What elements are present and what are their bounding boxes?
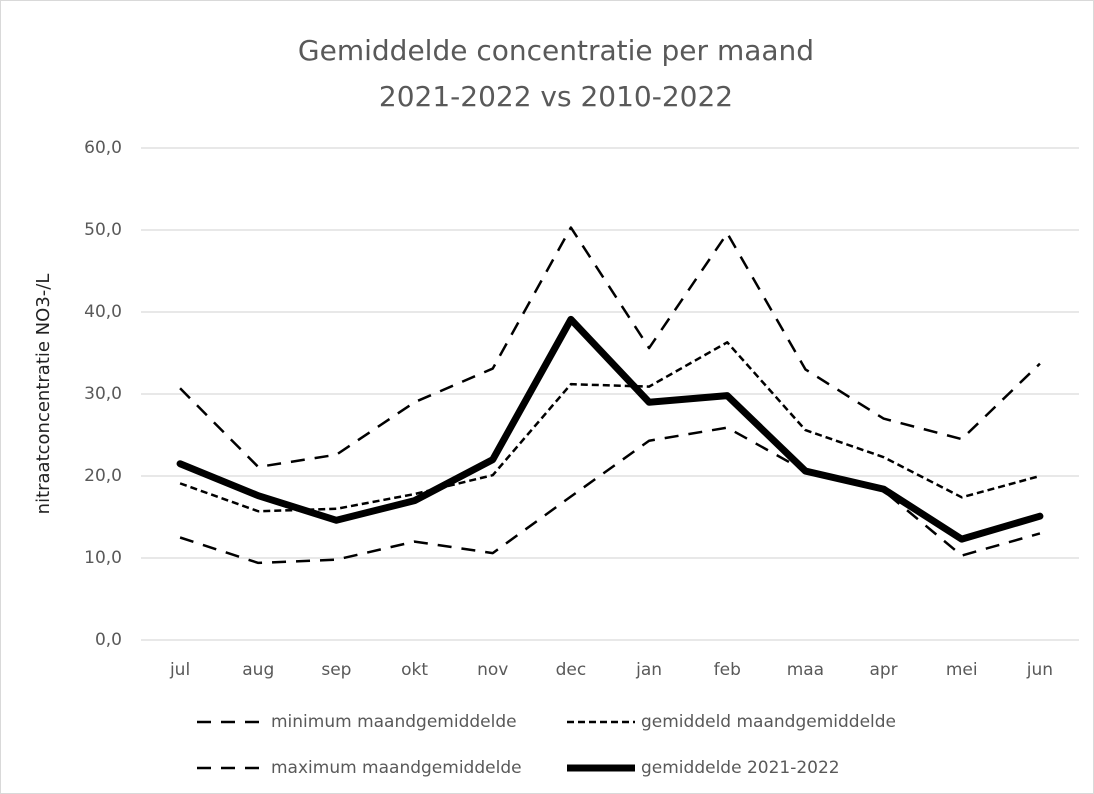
x-tick-label: maa bbox=[787, 660, 824, 680]
y-tick-label: 40,0 bbox=[84, 302, 122, 322]
legend-label: maximum maandgemiddelde bbox=[271, 758, 522, 778]
y-tick-label: 60,0 bbox=[84, 138, 122, 158]
x-tick-label: dec bbox=[556, 660, 587, 680]
data-line bbox=[179, 226, 1041, 469]
y-tick-label: 20,0 bbox=[84, 466, 122, 486]
x-tick-label: nov bbox=[477, 660, 508, 680]
x-tick-label: sep bbox=[321, 660, 351, 680]
y-tick-label: 30,0 bbox=[84, 384, 122, 404]
x-tick-label: mei bbox=[946, 660, 978, 680]
chart-subtitle: 2021-2022 vs 2010-2022 bbox=[379, 80, 733, 113]
y-tick-label: 10,0 bbox=[84, 548, 122, 568]
legend-label: gemiddelde 2021-2022 bbox=[641, 758, 840, 778]
x-tick-label: aug bbox=[242, 660, 274, 680]
x-tick-label: jun bbox=[1026, 660, 1053, 680]
data-line bbox=[179, 341, 1041, 513]
x-tick-label: jan bbox=[635, 660, 662, 680]
legend-label: gemiddeld maandgemiddelde bbox=[641, 712, 896, 732]
data-line bbox=[176, 315, 1044, 543]
y-tick-label: 50,0 bbox=[84, 220, 122, 240]
chart-title: Gemiddelde concentratie per maand bbox=[298, 34, 814, 67]
x-tick-label: okt bbox=[401, 660, 428, 680]
x-tick-label: jul bbox=[169, 660, 190, 680]
legend-label: minimum maandgemiddelde bbox=[271, 712, 517, 732]
y-axis-label: nitraatconcentratie NO3-/L bbox=[33, 274, 54, 515]
y-tick-label: 0,0 bbox=[95, 630, 122, 650]
x-tick-label: feb bbox=[714, 660, 741, 680]
x-tick-label: apr bbox=[869, 660, 897, 680]
